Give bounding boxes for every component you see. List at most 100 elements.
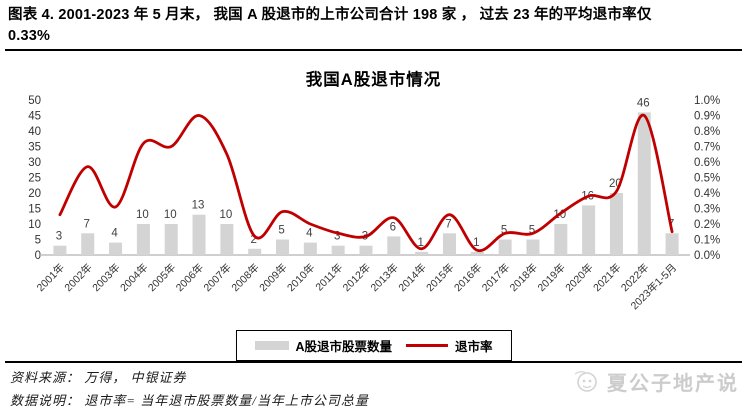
right-axis-tick: 0.3% <box>694 204 720 216</box>
x-axis-tick: 2019年 <box>535 261 568 294</box>
line-series-swatch <box>406 344 449 347</box>
bar-2010年 <box>303 242 317 255</box>
bar-2011年 <box>331 245 345 255</box>
bar-value-label: 13 <box>192 200 205 212</box>
x-axis-tick: 2013年 <box>368 261 401 294</box>
x-axis-tick: 2016年 <box>451 261 484 294</box>
left-axis-tick: 35 <box>28 142 41 154</box>
header-divider <box>5 49 742 51</box>
left-axis-tick: 10 <box>28 219 41 231</box>
left-axis-tick: 0 <box>35 250 41 262</box>
x-axis-tick: 2017年 <box>479 261 512 294</box>
bar-value-label: 4 <box>306 228 313 240</box>
right-axis-tick: 0.7% <box>694 142 720 154</box>
x-axis-tick: 2009年 <box>257 261 290 294</box>
right-axis-tick: 0.9% <box>694 111 720 123</box>
left-axis-tick: 5 <box>35 235 41 247</box>
bar-2007年 <box>220 224 234 255</box>
right-axis-tick: 1.0% <box>694 95 720 107</box>
right-axis-tick: 0.1% <box>694 235 720 247</box>
left-axis-tick: 40 <box>28 126 41 138</box>
watermark-text: 夏公子地产说 <box>607 372 739 395</box>
bar-2019年 <box>554 224 568 255</box>
x-axis-tick: 2011年 <box>313 261 346 294</box>
bar-2020年 <box>582 205 596 255</box>
bar-2015年 <box>442 233 456 255</box>
bar-2014年 <box>415 251 429 255</box>
watermark-logo-icon <box>574 371 597 392</box>
line-series-label: 退市率 <box>455 340 493 354</box>
note-line: 数据说明： 退市率= 当年退市股票数量/当年上市公司总量 <box>10 393 369 408</box>
bar-value-label: 46 <box>637 97 650 109</box>
right-axis-tick: 0.2% <box>694 219 720 231</box>
chart-title: 我国A股退市情况 <box>305 71 442 89</box>
figure-caption: 图表 4. 2001-2023 年 5 月末， 我国 A 股退市的上市公司合计 … <box>8 5 739 47</box>
x-axis-tick: 2003年 <box>90 261 123 294</box>
figure-caption-line2: 0.33% <box>8 28 51 44</box>
bar-2022年 <box>637 112 651 256</box>
delisting-rate-line <box>58 114 674 253</box>
bar-value-label: 5 <box>501 225 507 237</box>
left-axis-tick: 45 <box>28 111 41 123</box>
x-axis-tick: 2007年 <box>201 261 234 294</box>
delisting-chart: 504540353025201510501.0%0.9%0.8%0.7%0.6%… <box>28 95 720 312</box>
bar-value-label: 6 <box>390 221 396 233</box>
watermark: 夏公子地产说 <box>571 366 739 396</box>
figure-caption-line1: 图表 4. 2001-2023 年 5 月末， 我国 A 股退市的上市公司合计 … <box>8 7 652 23</box>
x-axis-tick: 2021年 <box>590 261 623 294</box>
bar-2023年1-5月 <box>665 233 679 255</box>
x-axis-tick: 2005年 <box>145 261 178 294</box>
x-axis-tick: 2001年 <box>34 261 67 294</box>
left-axis-tick: 25 <box>28 173 41 185</box>
right-axis-tick: 0.5% <box>694 173 720 185</box>
bar-2016年 <box>470 251 484 255</box>
bar-value-label: 7 <box>84 218 90 230</box>
bar-value-label: 5 <box>278 225 284 237</box>
right-axis-tick: 0.8% <box>694 126 720 138</box>
left-axis-tick: 50 <box>28 95 41 107</box>
x-axis-tick: 2008年 <box>229 261 262 294</box>
bar-value-label: 10 <box>136 209 149 221</box>
bar-2009年 <box>276 239 290 255</box>
bar-value-label: 3 <box>334 231 340 243</box>
bar-value-label: 7 <box>445 218 451 230</box>
bar-2008年 <box>248 248 262 255</box>
bar-value-label: 1 <box>417 237 423 249</box>
bar-series-swatch <box>254 341 289 350</box>
right-axis-tick: 0.0% <box>694 250 720 262</box>
bar-2002年 <box>81 233 95 255</box>
right-axis-tick: 0.4% <box>694 188 720 200</box>
x-axis-tick: 2002年 <box>62 261 95 294</box>
x-axis-tick: 2018年 <box>507 261 540 294</box>
x-axis-tick: 2020年 <box>563 261 596 294</box>
x-axis-tick: 2012年 <box>340 261 373 294</box>
bar-value-label: 3 <box>56 231 62 243</box>
legend-item-bars: A股退市股票数量 <box>254 336 392 355</box>
bar-value-label: 10 <box>164 209 177 221</box>
bar-value-label: 5 <box>529 225 535 237</box>
source-line: 资料来源： 万得， 中银证券 <box>10 370 187 385</box>
bar-2003年 <box>109 242 123 255</box>
left-axis-tick: 20 <box>28 188 41 200</box>
left-axis-tick: 15 <box>28 204 41 216</box>
bar-2013年 <box>387 236 401 255</box>
bar-2001年 <box>53 245 67 255</box>
bar-2018年 <box>526 239 540 255</box>
footer-divider <box>5 361 742 363</box>
x-axis-tick: 2014年 <box>396 261 429 294</box>
left-axis-tick: 30 <box>28 157 41 169</box>
bar-value-label: 1 <box>473 237 479 249</box>
x-axis-tick: 2010年 <box>284 261 317 294</box>
x-axis-tick: 2006年 <box>173 261 206 294</box>
x-axis-tick: 2015年 <box>423 261 456 294</box>
footer-notes: 资料来源： 万得， 中银证券 数据说明： 退市率= 当年退市股票数量/当年上市公… <box>10 366 369 411</box>
bar-2006年 <box>192 214 206 255</box>
right-axis-tick: 0.6% <box>694 157 720 169</box>
bar-2012年 <box>359 245 373 255</box>
bar-value-label: 4 <box>111 228 118 240</box>
bar-2005年 <box>164 224 178 255</box>
bar-value-label: 10 <box>219 209 232 221</box>
legend-item-line: 退市率 <box>406 336 493 355</box>
bar-2021年 <box>609 193 623 255</box>
